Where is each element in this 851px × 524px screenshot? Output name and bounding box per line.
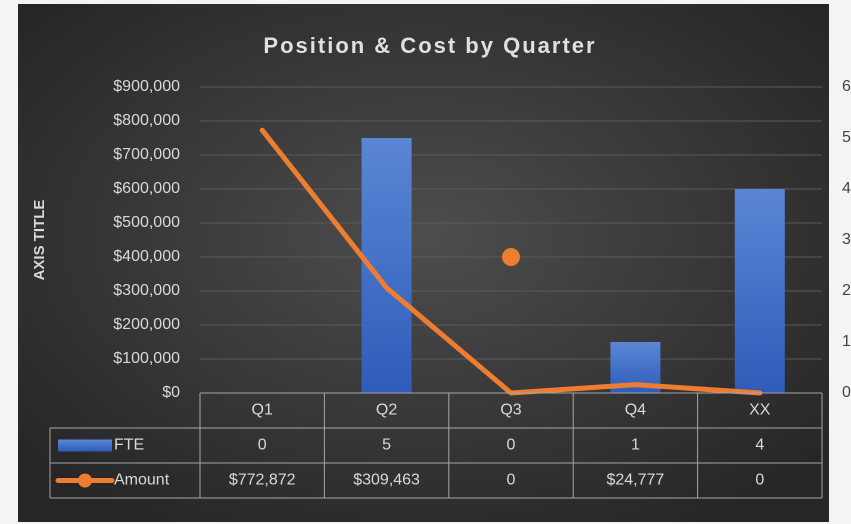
x-tick-label: Q2 — [376, 402, 397, 419]
x-tick-label: XX — [749, 402, 771, 419]
table-value: 0 — [507, 437, 516, 454]
x-tick-label: Q4 — [625, 402, 646, 419]
y2-tick-label: 5 — [842, 129, 851, 146]
legend-key — [58, 439, 112, 452]
legend-label: Amount — [114, 472, 170, 489]
y-tick-label: $600,000 — [113, 180, 180, 197]
y2-tick-label: 1 — [842, 333, 851, 350]
y-tick-label: $700,000 — [113, 146, 180, 163]
table-value: $309,463 — [353, 472, 420, 489]
bar — [734, 189, 785, 393]
y-tick-label: $0 — [162, 384, 180, 401]
y-tick-label: $400,000 — [113, 248, 180, 265]
y-tick-label: $100,000 — [113, 350, 180, 367]
table-value: $772,872 — [229, 472, 296, 489]
table-value: $24,777 — [606, 472, 664, 489]
y-tick-label: $300,000 — [113, 282, 180, 299]
table-value: 0 — [507, 472, 516, 489]
table-value: 1 — [631, 437, 640, 454]
table-value: 0 — [755, 472, 764, 489]
y2-tick-label: 0 — [842, 384, 851, 401]
chart-background — [18, 4, 829, 522]
legend-label: FTE — [114, 437, 144, 454]
x-tick-label: Q1 — [252, 402, 273, 419]
point — [502, 248, 520, 266]
y-tick-label: $900,000 — [113, 78, 180, 95]
table-value: 0 — [258, 437, 267, 454]
y-tick-label: $200,000 — [113, 316, 180, 333]
y2-tick-label: 4 — [842, 180, 851, 197]
legend-key — [78, 473, 92, 488]
chart-title: Position & Cost by Quarter — [263, 33, 596, 58]
y-tick-label: $500,000 — [113, 214, 180, 231]
table-value: 5 — [382, 437, 391, 454]
y2-tick-label: 6 — [842, 78, 851, 95]
y-axis-title: AXIS TITLE — [31, 200, 48, 281]
y2-tick-label: 3 — [842, 231, 851, 248]
table-value: 4 — [755, 437, 764, 454]
y2-tick-label: 2 — [842, 282, 851, 299]
y-tick-label: $800,000 — [113, 112, 180, 129]
x-tick-label: Q3 — [500, 402, 521, 419]
